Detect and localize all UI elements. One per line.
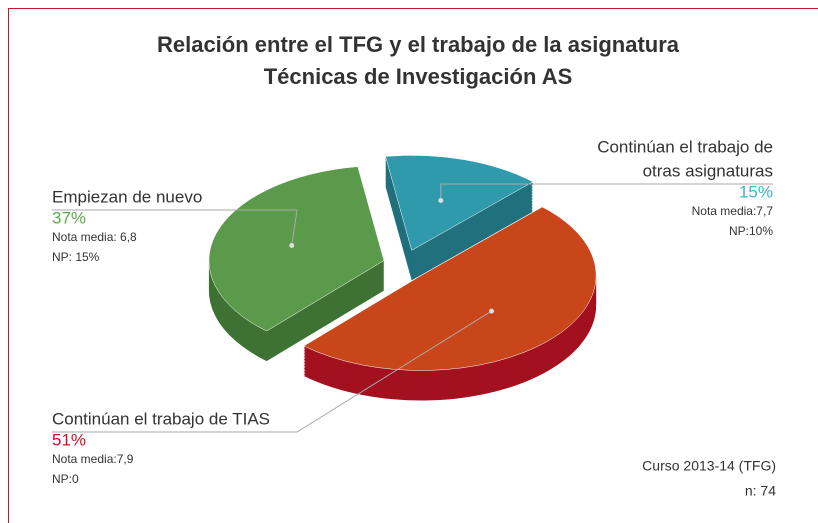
slice-label: otras asignaturas bbox=[643, 161, 773, 180]
note: Nota media:7,9 bbox=[52, 452, 134, 466]
leader-line bbox=[52, 310, 492, 433]
leader-line bbox=[52, 209, 298, 246]
slice bbox=[303, 206, 597, 371]
note: NP:10% bbox=[729, 224, 773, 238]
slice-label: Continúan el trabajo de TIAS bbox=[52, 409, 270, 428]
footer: Curso 2013-14 (TFG) bbox=[642, 458, 776, 474]
leader-dot bbox=[438, 198, 444, 204]
footer: n: 74 bbox=[745, 483, 776, 499]
note: Nota media:7,7 bbox=[692, 204, 774, 218]
value-label: 15% bbox=[739, 182, 773, 201]
leader-line bbox=[440, 183, 773, 201]
chart-title: Técnicas de Investigación AS bbox=[264, 64, 573, 89]
slice-label: Continúan el trabajo de bbox=[597, 137, 773, 156]
slice-label: Empiezan de nuevo bbox=[52, 187, 202, 206]
note: NP: 15% bbox=[52, 250, 100, 264]
slice bbox=[385, 155, 534, 251]
note: Nota media: 6,8 bbox=[52, 230, 137, 244]
slice bbox=[208, 166, 385, 332]
chart-title: Relación entre el TFG y el trabajo de la… bbox=[157, 32, 680, 57]
value-label: 51% bbox=[52, 430, 86, 449]
note: NP:0 bbox=[52, 472, 79, 486]
leader-dot bbox=[289, 243, 295, 249]
leader-dot bbox=[489, 308, 495, 314]
value-label: 37% bbox=[52, 208, 86, 227]
